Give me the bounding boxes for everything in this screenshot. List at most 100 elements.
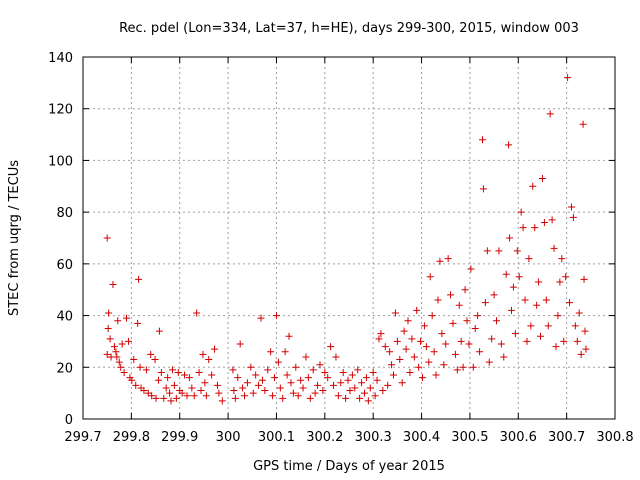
data-point [402, 345, 410, 353]
data-point [481, 299, 489, 307]
data-point [366, 384, 374, 392]
data-point [117, 363, 125, 371]
data-point [103, 350, 111, 358]
data-point [564, 74, 572, 82]
data-point [166, 389, 174, 397]
y-tick-label: 120 [48, 103, 73, 118]
data-point [525, 255, 533, 263]
x-axis-label: GPS time / Days of year 2015 [253, 459, 445, 474]
x-tick-label: 300.2 [306, 430, 343, 445]
data-point [302, 353, 310, 361]
data-point [164, 374, 172, 382]
data-point [276, 384, 284, 392]
data-point [218, 397, 226, 405]
data-point [120, 368, 128, 376]
data-point [115, 358, 123, 366]
data-point [434, 296, 442, 304]
data-point [506, 234, 514, 242]
data-point [113, 353, 121, 361]
data-point [309, 366, 317, 374]
data-point [379, 387, 387, 395]
data-point [358, 379, 366, 387]
data-point [364, 397, 372, 405]
data-point [440, 361, 448, 369]
data-point [575, 309, 583, 317]
data-point [112, 348, 120, 356]
data-point [455, 301, 463, 309]
data-point [375, 335, 383, 343]
data-point [124, 337, 132, 345]
data-point [386, 348, 394, 356]
x-tick-label: 300.4 [403, 430, 440, 445]
data-point [515, 273, 523, 281]
data-point [425, 358, 433, 366]
data-point [449, 319, 457, 327]
data-point [533, 301, 541, 309]
data-point [208, 371, 216, 379]
data-point [579, 120, 587, 128]
data-point [469, 363, 477, 371]
data-point [356, 394, 364, 402]
data-point [128, 376, 136, 384]
data-point [554, 312, 562, 320]
data-point [342, 394, 350, 402]
data-point [105, 309, 113, 317]
data-point [142, 366, 150, 374]
data-point [264, 366, 272, 374]
data-point [181, 371, 189, 379]
data-point [332, 353, 340, 361]
data-point [373, 376, 381, 384]
data-point [136, 363, 144, 371]
data-point [236, 340, 244, 348]
data-point [283, 371, 291, 379]
data-points [103, 74, 590, 405]
data-point [190, 392, 198, 400]
y-tick-label: 40 [56, 310, 73, 325]
data-point [258, 376, 266, 384]
data-point [261, 387, 269, 395]
data-point [229, 366, 237, 374]
data-point [354, 366, 362, 374]
data-point [199, 350, 207, 358]
data-point [151, 356, 159, 364]
data-point [134, 319, 142, 327]
data-point [408, 335, 416, 343]
data-point [483, 247, 491, 255]
data-point [371, 392, 379, 400]
data-point [552, 343, 560, 351]
data-point [360, 389, 368, 397]
data-point [193, 309, 201, 317]
data-point [495, 247, 503, 255]
data-point [247, 363, 255, 371]
data-point [183, 392, 191, 400]
data-point [304, 374, 312, 382]
data-point [479, 185, 487, 193]
data-point [562, 273, 570, 281]
x-tick-label: 300.6 [500, 430, 537, 445]
data-point [509, 283, 517, 291]
data-point [178, 389, 186, 397]
data-point [369, 368, 377, 376]
data-point [400, 327, 408, 335]
data-point [185, 374, 193, 382]
data-point [257, 314, 265, 322]
data-point [540, 218, 548, 226]
data-point [234, 374, 242, 382]
x-tick-label: 299.7 [64, 430, 101, 445]
data-point [428, 312, 436, 320]
axis-ticks: 299.7 299.8 299.9 300 300.1 300.2 300.3 300.4 30… [48, 51, 633, 445]
data-point [396, 356, 404, 364]
data-point [114, 317, 122, 325]
data-point [132, 381, 140, 389]
data-point [110, 343, 118, 351]
data-point [249, 389, 257, 397]
data-point [172, 394, 180, 402]
data-point [542, 296, 550, 304]
data-point [230, 387, 238, 395]
data-point [299, 384, 307, 392]
data-point [426, 273, 434, 281]
data-point [140, 387, 148, 395]
data-point [160, 394, 168, 402]
data-point [170, 381, 178, 389]
y-tick-label: 60 [56, 258, 73, 273]
